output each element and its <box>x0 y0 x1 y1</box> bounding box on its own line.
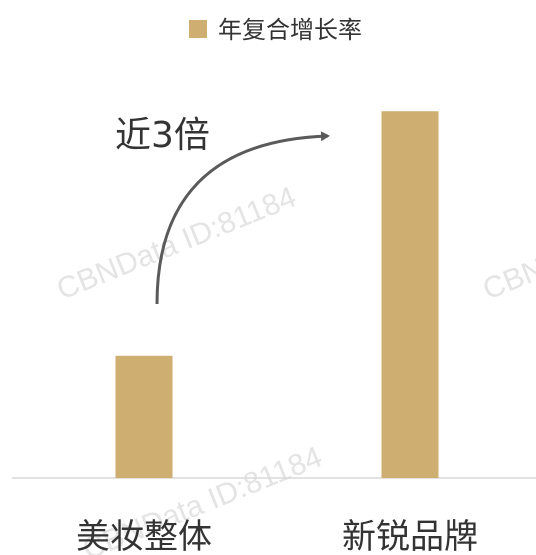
watermark-text-1: CBNData ID:81184 <box>52 181 300 307</box>
annotation-arrow <box>155 131 330 305</box>
bar-1 <box>381 111 439 479</box>
legend-swatch <box>189 20 207 38</box>
bar-0 <box>115 355 173 478</box>
annotation: 近3倍 <box>115 115 330 305</box>
x-tick-label-0: 美妆整体 <box>76 517 212 555</box>
watermark-text-3: CBNData ID:81184 <box>478 181 536 307</box>
x-tick-label-1: 新锐品牌 <box>342 517 478 555</box>
bars <box>115 111 439 479</box>
legend-label: 年复合增长率 <box>218 16 362 44</box>
legend: 年复合增长率 <box>189 16 362 44</box>
x-tick-labels: 美妆整体 新锐品牌 <box>76 517 478 555</box>
annotation-label: 近3倍 <box>115 115 210 156</box>
